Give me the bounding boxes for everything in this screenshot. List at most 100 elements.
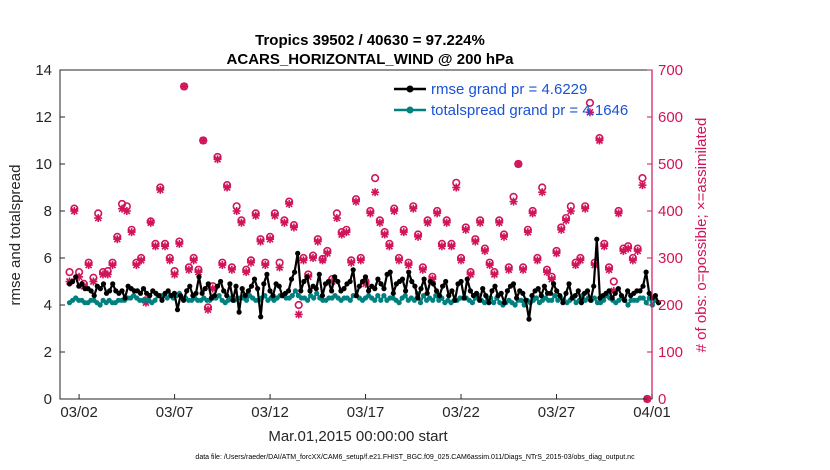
rmse-point xyxy=(625,288,631,294)
rmse-point xyxy=(304,274,310,280)
asterisk-stroke xyxy=(94,214,102,222)
rmse-point xyxy=(554,288,560,294)
rmse-point xyxy=(177,293,184,299)
obs-assimilated-marker xyxy=(461,225,470,234)
rmse-point xyxy=(415,295,421,301)
asterisk-stroke xyxy=(467,270,475,279)
obs-assimilated-marker xyxy=(385,242,394,251)
rmse-point xyxy=(159,297,165,303)
asterisk-stroke xyxy=(352,198,360,206)
rmse-point xyxy=(110,281,116,287)
spread-point xyxy=(292,288,298,294)
asterisk-stroke xyxy=(218,261,226,269)
y-tick-label-left: 0 xyxy=(44,391,52,408)
rmse-point xyxy=(214,283,221,289)
obs-assimilated-marker xyxy=(299,256,308,265)
rmse-point xyxy=(446,293,452,299)
rmse-point xyxy=(655,300,662,306)
rmse-point xyxy=(199,290,205,296)
rmse-point xyxy=(184,288,190,294)
rmse-point xyxy=(100,281,107,287)
rmse-point xyxy=(350,267,356,273)
obs-assimilated-marker xyxy=(523,228,532,237)
y-tick-label-right: 0 xyxy=(658,391,666,408)
rmse-point xyxy=(301,278,307,285)
rmse-point xyxy=(156,293,162,299)
rmse-point xyxy=(563,290,569,296)
asterisk-stroke xyxy=(529,209,537,217)
rmse-point xyxy=(187,283,193,289)
rmse-point xyxy=(652,293,659,299)
rmse-point xyxy=(251,276,258,282)
obs-assimilated-marker xyxy=(633,246,642,255)
rmse-point xyxy=(538,293,544,299)
rmse-point xyxy=(541,283,548,289)
obs-assimilated-marker xyxy=(137,256,146,265)
obs-assimilated-marker xyxy=(433,209,442,218)
asterisk-stroke xyxy=(581,205,589,213)
rmse-point xyxy=(578,300,585,306)
rmse-point xyxy=(643,269,649,275)
rmse-point xyxy=(609,295,615,301)
asterisk-stroke xyxy=(366,209,374,217)
obs-assimilated-marker xyxy=(170,270,179,279)
obs-assimilated-marker xyxy=(581,204,590,213)
axes: 0 2 4 6 8 10 12 14 0 100 200 300 400 500 600 700 03/02 03… xyxy=(35,62,683,421)
rmse-point xyxy=(298,288,304,294)
rmse-point xyxy=(165,288,171,294)
rmse-point xyxy=(621,297,628,303)
obs-assimilated-marker xyxy=(122,207,131,215)
obs-assimilated-marker xyxy=(332,214,341,223)
asterisk-stroke xyxy=(438,242,446,250)
obs-possible-marker xyxy=(370,174,380,183)
rmse-point xyxy=(307,288,313,294)
obs-assimilated-marker xyxy=(70,207,79,215)
asterisk-stroke xyxy=(457,256,465,264)
rmse-point xyxy=(483,293,489,299)
obs-assimilated-marker xyxy=(457,256,466,265)
asterisk-stroke xyxy=(276,263,284,271)
asterisk-stroke xyxy=(424,219,432,227)
asterisk-stroke xyxy=(261,261,269,269)
rmse-point xyxy=(566,281,572,287)
asterisk-stroke xyxy=(161,242,169,250)
obs-assimilated-marker xyxy=(189,256,198,265)
rmse-point xyxy=(242,293,248,299)
asterisk-stroke xyxy=(357,256,365,264)
spread-point xyxy=(305,297,311,303)
asterisk-stroke xyxy=(113,235,121,243)
obs-assimilated-marker xyxy=(533,256,542,265)
rmse-point xyxy=(606,288,612,294)
obs-assimilated-marker xyxy=(156,185,165,194)
spread-point xyxy=(311,295,317,301)
rmse-point xyxy=(174,307,181,313)
asterisk-stroke xyxy=(108,261,117,269)
rmse-point xyxy=(452,297,458,303)
asterisk-stroke xyxy=(147,219,155,227)
rmse-point xyxy=(557,293,563,299)
rmse-point xyxy=(473,290,480,296)
rmse-point xyxy=(267,288,273,294)
rmse-point xyxy=(529,293,535,299)
obs-assimilated-marker xyxy=(495,218,504,227)
rmse-point xyxy=(378,281,384,287)
y-tick-label-right: 300 xyxy=(658,250,683,267)
rmse-point xyxy=(418,286,424,292)
obs-assimilated-marker xyxy=(542,268,551,277)
obs-assimilated-marker xyxy=(309,254,318,262)
spread-point xyxy=(97,302,103,308)
rmse-point xyxy=(316,271,322,277)
rmse-point xyxy=(421,276,427,282)
asterisk-stroke xyxy=(495,219,503,227)
obs-assimilated-marker xyxy=(175,239,184,248)
rmse-point xyxy=(119,288,125,294)
obs-assimilated-marker xyxy=(447,242,456,251)
rmse-point xyxy=(181,297,187,303)
asterisk-stroke xyxy=(104,270,112,279)
spread-point xyxy=(347,297,353,303)
rmse-point xyxy=(211,293,218,299)
obs-assimilated-marker xyxy=(356,256,365,265)
rmse-point xyxy=(97,286,103,292)
rmse-point xyxy=(449,288,455,294)
asterisk-stroke xyxy=(447,242,456,250)
